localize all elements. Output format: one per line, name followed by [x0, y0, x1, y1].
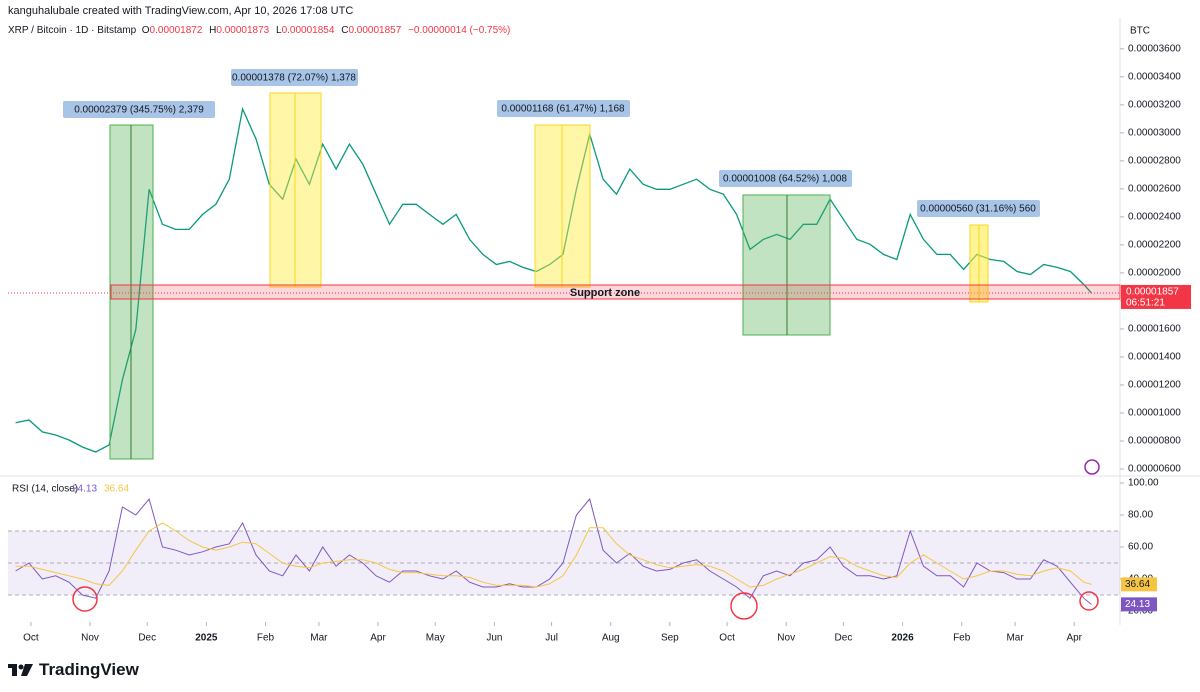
series-line — [15, 497, 1092, 605]
x-tick-label: Aug — [602, 633, 620, 644]
x-tick-label: Apr — [1066, 633, 1082, 644]
y-tick-label: 100.00 — [1128, 478, 1159, 489]
x-tick-label: Mar — [310, 633, 328, 644]
y-tick-label: 0.00003400 — [1128, 71, 1181, 82]
annotations: 0.00002379 (345.75%) 2,379 0.00001378 (7… — [63, 69, 1121, 620]
x-tick-label: 2026 — [891, 633, 914, 644]
y-tick-label: 0.00000800 — [1128, 436, 1181, 447]
ohlc-value: 0.00001857 — [348, 25, 402, 36]
measure-label: 0.00002379 (345.75%) 2,379 — [74, 105, 204, 116]
series-line — [15, 106, 1092, 453]
x-tick-label: Feb — [257, 633, 275, 644]
x-tick-label: Dec — [138, 633, 156, 644]
support-zone-label: Support zone — [570, 287, 640, 299]
last-price-tag — [1121, 284, 1191, 309]
measure-label: 0.00001168 (61.47%) 1,168 — [501, 104, 625, 115]
x-tick-label: Feb — [953, 633, 971, 644]
rsi-title: RSI (14, close) — [12, 484, 78, 495]
x-tick-label: Nov — [81, 633, 99, 644]
measure-label: 0.00001378 (72.07%) 1,378 — [232, 73, 356, 84]
legend-line: XRP / Bitcoin · 1D · Bitstamp O0.0000187… — [8, 25, 514, 36]
ohlc-label: L — [276, 25, 282, 36]
y-tick-label: 0.00003600 — [1128, 43, 1181, 54]
x-tick-label: Dec — [835, 633, 853, 644]
x-tick-label: Apr — [370, 633, 386, 644]
support-zone — [110, 284, 1121, 300]
y-tick-label: 0.00003000 — [1128, 127, 1181, 138]
ohlc-label: O — [141, 25, 150, 36]
ohlc-value: 0.00001854 — [281, 25, 335, 36]
ohlc-label: H — [209, 25, 217, 36]
legend-value: 24.13 — [72, 484, 97, 495]
ohlc-label: C — [341, 25, 349, 36]
highlight-circle — [1079, 591, 1099, 611]
series-line — [15, 522, 1092, 588]
y-tick-label: 80.00 — [1128, 510, 1153, 521]
ohlc-value: 0.00001873 — [216, 25, 270, 36]
footer: TradingView — [8, 660, 139, 680]
brand: TradingView — [39, 660, 139, 679]
countdown: 06:51:21 — [1126, 298, 1165, 309]
value-tag — [1121, 577, 1157, 592]
y-tick-label: 0.00001200 — [1128, 380, 1181, 391]
value-tag — [1121, 597, 1157, 612]
x-tick-label: Oct — [719, 633, 735, 644]
measure-label-bg — [917, 200, 1040, 217]
measure-label-bg — [231, 69, 358, 86]
y-tick-label: 60.00 — [1128, 542, 1153, 553]
x-tick-label: 2025 — [195, 633, 218, 644]
y-tick-label: 0.00002800 — [1128, 156, 1181, 167]
legend-value: 36.64 — [104, 484, 129, 495]
highlight-circle — [730, 592, 758, 620]
y-tick-label: 0.00002000 — [1128, 268, 1181, 279]
ohlc-value: 0.00001872 — [149, 25, 203, 36]
measure-label-bg — [719, 170, 852, 187]
y-tick-label: 0.00001000 — [1128, 408, 1181, 419]
y-tick-label: 0.00003200 — [1128, 99, 1181, 110]
x-tick-label: Mar — [1006, 633, 1024, 644]
y-tick-label: 0.00002200 — [1128, 240, 1181, 251]
y-tick-label: 0.00001600 — [1128, 324, 1181, 335]
symbol: XRP / Bitcoin · 1D · Bitstamp — [8, 25, 137, 36]
y-tick-label: 0.00001400 — [1128, 352, 1181, 363]
measure-label: 0.00000560 (31.16%) 560 — [920, 204, 1036, 215]
last-price-label: 0.00001857 — [1126, 287, 1179, 298]
highlight-circle — [72, 586, 98, 612]
value-tag-label: 24.13 — [1125, 599, 1150, 610]
x-tick-label: Oct — [23, 633, 39, 644]
currency: BTC — [1130, 26, 1150, 37]
x-tick-label: Jun — [486, 633, 502, 644]
logo — [8, 664, 33, 676]
alert-icon — [1084, 459, 1100, 475]
measure-label-bg — [63, 101, 215, 118]
credit: kanguhalubale created with TradingView.c… — [8, 5, 354, 17]
x-tick-label: May — [426, 633, 445, 644]
change: −0.00000014 (−0.75%) — [408, 25, 511, 36]
y-tick-label: 0.00002400 — [1128, 212, 1181, 223]
y-tick-label: 0.00002600 — [1128, 184, 1181, 195]
value-tag-label: 36.64 — [1125, 579, 1150, 590]
x-tick-label: Sep — [661, 633, 679, 644]
x-tick-label: Jul — [545, 633, 558, 644]
measure-label: 0.00001008 (64.52%) 1,008 — [723, 174, 847, 185]
x-tick-label: Nov — [777, 633, 795, 644]
y-tick-label: 0.00000600 — [1128, 464, 1181, 475]
measure-label-bg — [497, 100, 630, 117]
